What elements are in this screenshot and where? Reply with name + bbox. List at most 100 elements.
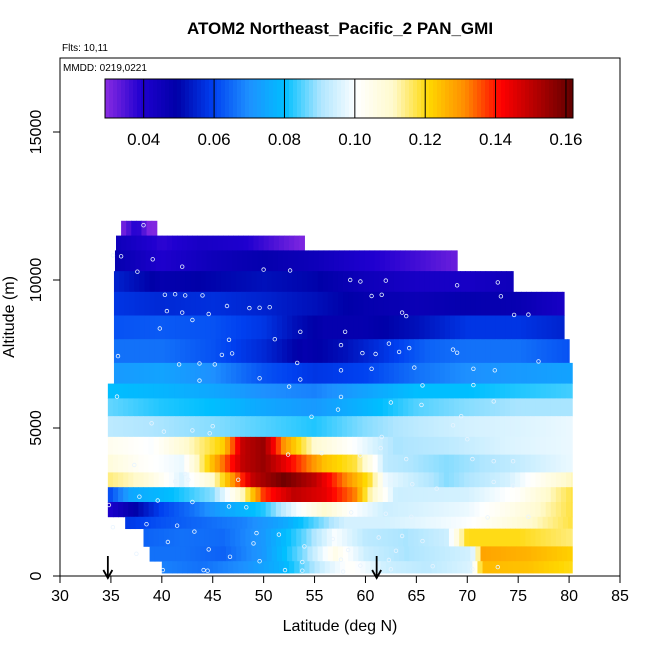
heatmap-cell: [195, 271, 202, 293]
heatmap-cell: [523, 561, 529, 574]
heatmap-cell: [326, 487, 333, 503]
heatmap-cell: [550, 472, 557, 488]
heatmap-cell: [433, 416, 440, 438]
colorbar-swatch: [317, 79, 322, 118]
heatmap-cell: [347, 398, 353, 417]
heatmap-cell: [382, 383, 389, 399]
heatmap-row: [116, 235, 305, 251]
sample-point: [492, 368, 497, 373]
heatmap-cell: [168, 472, 175, 488]
sample-point: [319, 451, 324, 456]
heatmap-cell: [236, 291, 242, 316]
heatmap-cell: [392, 398, 399, 417]
heatmap-cell: [233, 235, 239, 251]
heatmap-cell: [516, 291, 522, 316]
heatmap-cell: [464, 487, 470, 503]
heatmap-cell: [185, 315, 191, 340]
heatmap-cell: [214, 454, 221, 473]
heatmap-cell: [278, 235, 285, 251]
colorbar-swatch: [277, 79, 282, 118]
colorbar-swatch: [473, 79, 478, 118]
heatmap-cell: [302, 315, 309, 340]
heatmap-cell: [118, 502, 124, 518]
heatmap-cell: [176, 250, 182, 272]
heatmap-cell: [525, 487, 531, 503]
colorbar-swatch: [129, 79, 134, 118]
heatmap-cell: [195, 339, 202, 364]
heatmap-cell: [535, 436, 542, 456]
heatmap-cell: [537, 516, 544, 530]
heatmap-cell: [531, 546, 538, 562]
heatmap-cell: [470, 339, 477, 364]
dates-label: MMDD: 0219,0221: [63, 63, 147, 74]
heatmap-cell: [292, 291, 298, 316]
sample-point: [485, 515, 490, 520]
heatmap-cell: [567, 546, 573, 562]
heatmap-cell: [164, 291, 171, 316]
heatmap-cell: [540, 487, 547, 503]
colorbar-swatch: [241, 79, 246, 118]
heatmap-cell: [392, 487, 399, 503]
heatmap-cell: [398, 416, 404, 438]
heatmap-cell: [199, 436, 206, 456]
colorbar-swatch: [365, 79, 370, 118]
heatmap-cell: [568, 516, 573, 530]
heatmap-cell: [204, 528, 211, 547]
heatmap-cell: [302, 291, 309, 316]
heatmap-cell: [240, 502, 246, 518]
heatmap-cell: [278, 561, 285, 574]
heatmap-cell: [504, 487, 511, 503]
heatmap-cell: [421, 561, 428, 574]
sample-point: [454, 283, 460, 288]
heatmap-cell: [144, 271, 151, 293]
heatmap-cell: [405, 250, 411, 272]
colorbar-swatch: [565, 79, 570, 118]
heatmap-cell: [434, 291, 441, 316]
heatmap-cell: [494, 487, 501, 503]
colorbar: [104, 78, 574, 119]
heatmap-cell: [348, 315, 354, 340]
heatmap-cell: [275, 416, 282, 438]
heatmap-cell: [317, 546, 324, 562]
heatmap-cell: [535, 472, 542, 488]
colorbar-swatch: [537, 79, 542, 118]
heatmap-cell: [367, 416, 374, 438]
heatmap-cell: [261, 315, 268, 340]
heatmap-cell: [555, 416, 562, 438]
heatmap-cell: [148, 487, 155, 503]
heatmap-cell: [561, 362, 568, 384]
heatmap-cell: [327, 362, 334, 384]
heatmap-cell: [121, 220, 127, 236]
heatmap-cell: [199, 472, 206, 488]
heatmap-cell: [304, 561, 311, 574]
heatmap-cell: [143, 383, 150, 399]
heatmap-cell: [224, 487, 231, 503]
heatmap-cell: [419, 546, 426, 562]
heatmap-cell: [175, 546, 181, 562]
heatmap-cell: [413, 487, 419, 503]
heatmap-cell: [490, 315, 497, 340]
heatmap-cell: [495, 291, 502, 316]
heatmap-cell: [540, 502, 547, 518]
heatmap-cell: [378, 339, 385, 364]
heatmap-cell: [168, 383, 175, 399]
heatmap-cell: [480, 546, 487, 562]
heatmap-cell: [230, 416, 236, 438]
heatmap-cell: [312, 546, 319, 562]
heatmap-cell: [460, 291, 466, 316]
heatmap-cell: [143, 436, 150, 456]
heatmap-cell: [438, 398, 445, 417]
heatmap-cell: [156, 235, 163, 251]
heatmap-cell: [505, 291, 512, 316]
heatmap-cell: [353, 271, 359, 293]
heatmap-cell: [540, 416, 547, 438]
heatmap-cell: [148, 502, 155, 518]
heatmap-cell: [550, 436, 557, 456]
heatmap-cell: [387, 436, 394, 456]
heatmap-cell: [200, 339, 207, 364]
colorbar-swatch: [169, 79, 174, 118]
sample-point: [276, 532, 282, 537]
heatmap-cell: [220, 291, 227, 316]
heatmap-cell: [349, 516, 355, 530]
colorbar-swatch: [449, 79, 454, 118]
